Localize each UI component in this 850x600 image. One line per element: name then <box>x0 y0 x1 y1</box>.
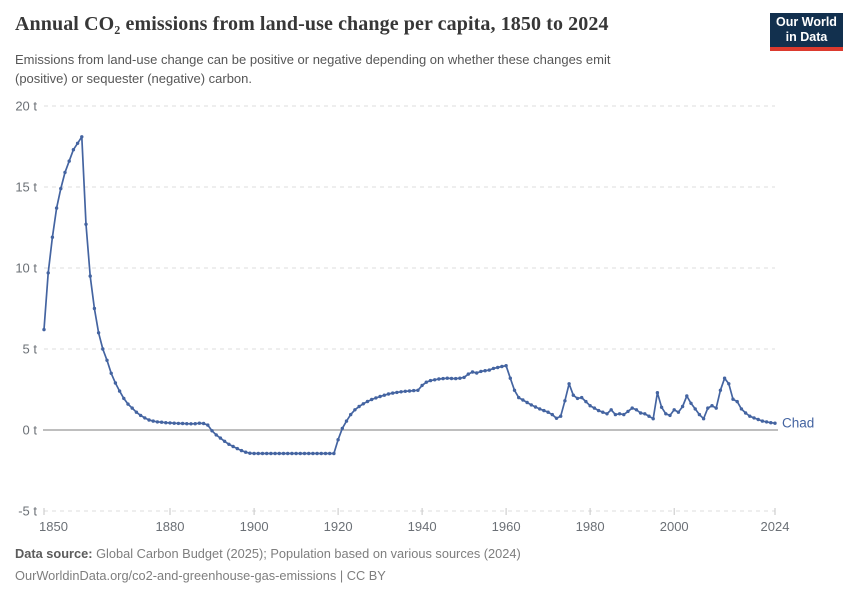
y-axis-label: 10 t <box>15 261 37 276</box>
series-markers <box>42 135 777 456</box>
y-axis-label: 0 t <box>23 423 38 438</box>
x-axis-label: 1940 <box>408 519 437 534</box>
citation-line: OurWorldinData.org/co2-and-greenhouse-ga… <box>15 567 386 583</box>
data-source-text: Global Carbon Budget (2025); Population … <box>92 546 521 561</box>
y-axis-label: 15 t <box>15 180 37 195</box>
y-gridlines: 20 t 15 t 10 t 5 t 0 t -5 t <box>15 99 778 519</box>
owid-logo-text-line2: in Data <box>785 30 828 44</box>
x-axis-label: 2024 <box>761 519 790 534</box>
x-axis-label: 1900 <box>240 519 269 534</box>
x-axis-label: 1980 <box>576 519 605 534</box>
data-source-line: Data source: Global Carbon Budget (2025)… <box>15 543 521 565</box>
x-axis-label: 1880 <box>156 519 185 534</box>
x-axis-label: 2000 <box>660 519 689 534</box>
chart-subtitle: Emissions from land-use change can be po… <box>15 50 610 88</box>
series-line-chad <box>43 135 776 455</box>
chart-footer: Data source: Global Carbon Budget (2025)… <box>15 543 521 586</box>
owid-logo: Our World in Data <box>770 13 843 51</box>
chart-subtitle-line2: (positive) or sequester (negative) carbo… <box>15 71 253 86</box>
y-axis-label: 5 t <box>23 342 38 357</box>
chart-subtitle-line1: Emissions from land-use change can be po… <box>15 52 611 67</box>
y-axis-label: 20 t <box>15 99 37 114</box>
x-axis-label: 1920 <box>324 519 353 534</box>
data-source-label: Data source: <box>15 546 93 561</box>
owid-logo-text-line1: Our World <box>776 15 837 29</box>
x-axis: 1850 1880 1900 1920 1940 1960 1980 2000 2024 <box>39 508 789 534</box>
x-axis-label: 1850 <box>39 519 68 534</box>
page-title: Annual CO₂ emissions from land-use chang… <box>15 13 609 35</box>
series-end-label: Chad <box>782 416 814 431</box>
x-axis-label: 1960 <box>492 519 521 534</box>
y-axis-label: -5 t <box>18 504 37 519</box>
